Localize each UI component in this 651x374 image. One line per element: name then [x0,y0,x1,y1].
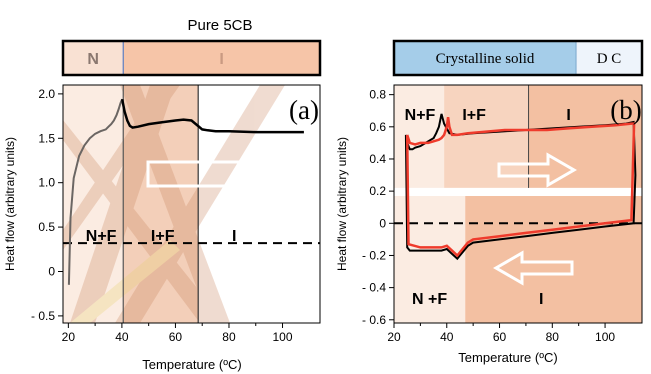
panel-a-x-tick-label: 40 [115,330,129,344]
panel-b-y-tick-label: 0.6 [369,120,386,134]
phase-bar-segment-dc [576,41,642,75]
panel-a-y-tick-label: 0.5 [38,220,55,234]
phase-bar-label-n: N [87,51,99,68]
panel-a-y-tick-label: 1.0 [38,176,55,190]
panel-b-y-tick-label: 0.2 [369,184,386,198]
region-top-i [528,85,642,188]
region-label-i-f: I+F [151,228,175,245]
region-i [198,85,320,323]
panel-b-x-axis-label: Temperature (ºC) [458,350,557,365]
panel-a-phase-bar: N I [61,39,322,77]
panel-b-y-tick-label: 0.8 [369,88,386,102]
panel-a-y-tick-label: - 0.5 [31,309,55,323]
panel-b-x-tick-label: 80 [546,330,560,344]
region-n-f [63,85,124,323]
panel-a-y-tick-label: 2.0 [38,87,55,101]
phase-bar-label-dc: D C [597,51,622,67]
heat-flow-loop-red [405,117,636,258]
panel-a-x-tick-label: 80 [222,330,236,344]
phase-bar-segment-i [123,41,320,75]
panel-b-x-tick-label: 60 [493,330,507,344]
panel-a-title: Pure 5CB [187,17,252,34]
phase-bar-segment-crystalline [394,41,577,75]
cooling-arrow-left [492,250,574,286]
plot-frame [62,84,321,324]
panel-b-label: (b) [610,95,641,125]
panel-b-phase-bar: Crystalline solid D C [392,39,644,77]
heating-arrow-right [146,147,305,201]
panel-a-y-tick-label: 1.5 [38,131,55,145]
phase-bar-frame [61,39,322,77]
region-bottom-i [465,195,642,323]
panel-b-y-tick-label: - 0.4 [362,281,386,295]
region-label-top-n-f: N+F [405,107,436,124]
region-label-top-i: I [566,107,570,124]
region-label-n-f: N+F [86,228,117,245]
region-i-f [123,85,199,323]
heating-arrow-right [497,152,578,188]
region-top-n-f [394,85,445,188]
plot-frame [393,84,643,324]
panel-a-x-tick-label: 100 [273,330,293,344]
panel-b-y-tick-label: - 0.6 [362,313,386,327]
panel-b-x-tick-label: 40 [440,330,454,344]
region-label-i: I [232,228,236,245]
panel-a-x-tick-label: 60 [169,330,183,344]
panel-a-y-axis-label: Heat flow (arbitrary units) [3,137,17,271]
decorative-bands [63,85,285,323]
panel-b-y-tick-label: 0.4 [369,152,386,166]
panel-a-label: (a) [289,95,319,125]
panel-a-axes: 20 40 60 80 100 - 0.5 0 0.5 1.0 1.5 2.0 [31,87,293,344]
region-label-top-i-f: I+F [462,107,486,124]
panel-b-x-tick-label: 20 [387,330,401,344]
region-label-bottom-i: I [539,291,543,308]
panel-b-x-tick-label: 100 [595,330,615,344]
heat-flow-curve-isotropic [120,98,304,134]
panel-a-plot: (a) N+F I+F I [62,84,321,324]
phase-bar-segment-n [63,41,124,75]
panel-a-x-tick-label: 20 [62,330,76,344]
panel-b-plot: (b) N+F I+F I N +F I [393,84,643,324]
panel-b-y-tick-label: 0 [379,216,386,230]
panel-a-x-axis-label: Temperature (ºC) [142,357,241,372]
heat-flow-curve-nematic [67,98,124,285]
region-separator [394,187,642,196]
phase-bar-label-i: I [219,51,223,68]
region-top-i-f [444,85,529,188]
panel-b-axes: 20 40 60 80 100 - 0.6 - 0.4 - 0.2 0 0.2 0.4 0.6 0.8 [362,88,615,344]
panel-b-y-tick-label: - 0.2 [362,248,386,262]
phase-bar-label-crystalline: Crystalline solid [436,51,535,67]
panel-b-y-axis-label: Heat flow (arbitrary units) [335,137,349,271]
panel-a-y-tick-label: 0 [48,264,55,278]
region-label-bottom-n-f: N +F [412,291,447,308]
phase-bar-frame [392,39,644,77]
